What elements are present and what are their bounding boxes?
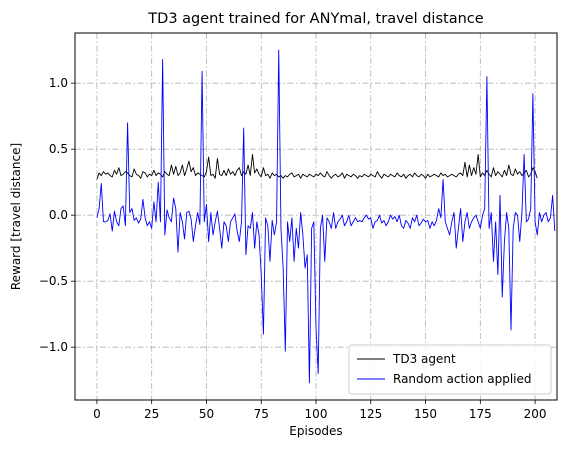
chart-title: TD3 agent trained for ANYmal, travel dis… [147, 11, 483, 27]
x-tick-label: 50 [199, 407, 214, 421]
x-tick-label: 125 [359, 407, 382, 421]
series-line-random-action [96, 49, 556, 384]
legend-label: Random action applied [393, 372, 532, 386]
y-axis-ticks: −1.0 −0.5 0.0 0.5 1.0 [39, 76, 75, 354]
y-axis-label: Reward [travel distance] [9, 143, 23, 290]
y-tick-label: 0.0 [49, 208, 68, 222]
x-tick-label: 200 [524, 407, 547, 421]
x-axis-ticks: 0 25 50 75 100 125 150 175 200 [93, 400, 547, 421]
series-layer [96, 49, 556, 384]
x-tick-label: 0 [93, 407, 101, 421]
x-axis-label: Episodes [289, 424, 342, 438]
x-tick-label: 25 [144, 407, 159, 421]
x-tick-label: 100 [305, 407, 328, 421]
x-tick-label: 150 [414, 407, 437, 421]
legend: TD3 agent Random action applied [348, 344, 552, 395]
y-tick-label: 1.0 [49, 76, 68, 90]
x-tick-label: 75 [254, 407, 269, 421]
series-line-td3-agent [96, 153, 538, 180]
x-tick-label: 175 [469, 407, 492, 421]
y-tick-label: −0.5 [39, 274, 68, 288]
legend-label: TD3 agent [392, 352, 456, 366]
y-tick-label: −1.0 [39, 340, 68, 354]
legend-box [348, 344, 552, 395]
y-tick-label: 0.5 [49, 142, 68, 156]
